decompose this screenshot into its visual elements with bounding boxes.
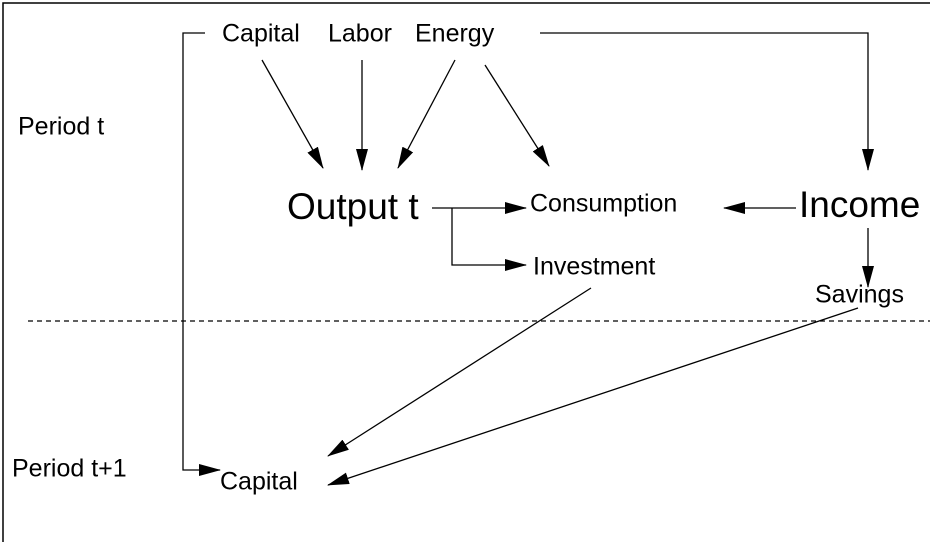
investment-label: Investment [533,253,655,281]
period-label: Period t [18,113,104,141]
arrow [182,32,221,476]
capital-label: Capital [222,20,300,48]
arrow [261,59,324,169]
labor-label: Labor [328,20,392,48]
savings-label: Savings [815,281,904,309]
consumption-label: Consumption [530,190,677,218]
output-label: Output t [287,186,419,227]
arrow [327,287,592,457]
income-label: Income [799,184,920,225]
energy-label: Energy [415,20,495,48]
capital-label: Capital [220,468,298,496]
period-label: Period t+1 [12,455,127,483]
arrow [451,208,527,271]
arrow [397,59,456,169]
arrow [484,64,550,167]
arrow [327,307,859,486]
arrows [182,32,874,486]
arrow [540,32,874,171]
